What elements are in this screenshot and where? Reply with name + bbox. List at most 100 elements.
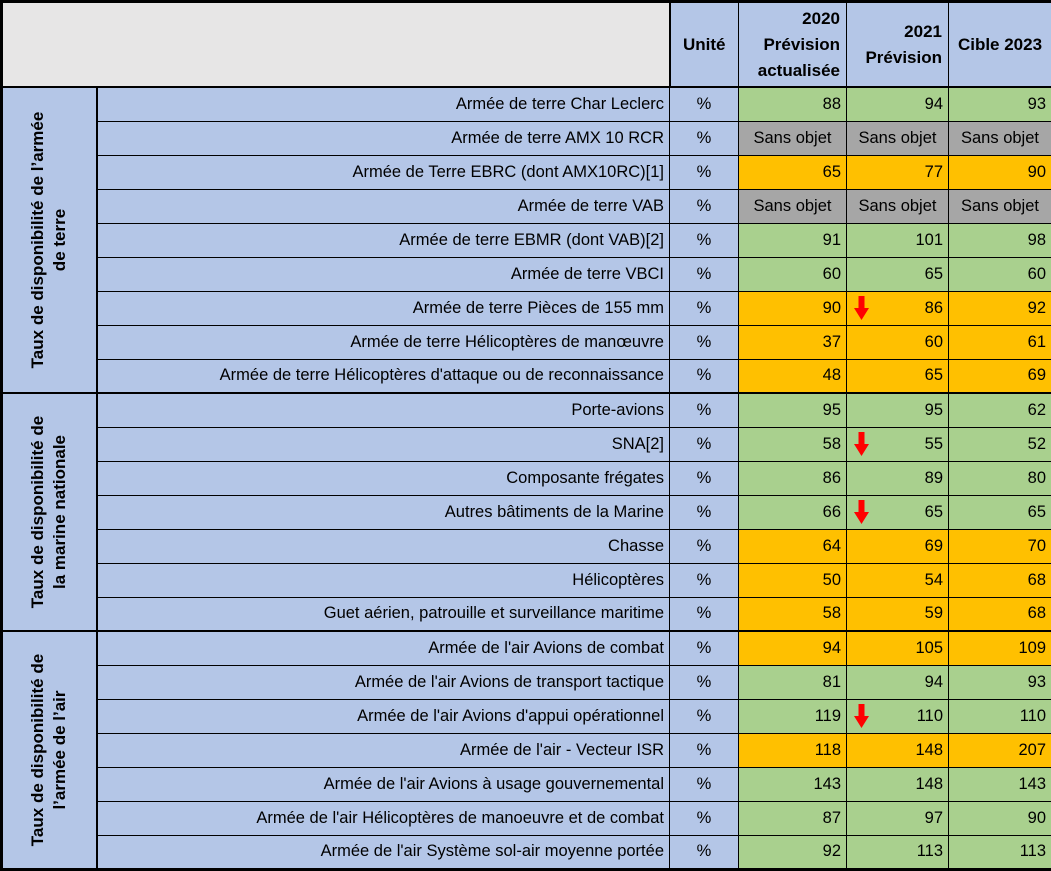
cell-value: 77 [924,162,943,181]
cell-value: 68 [1027,570,1046,589]
cell-value: Sans objet [858,128,937,147]
group-label-1: Taux de disponibilité de l’armée de terre [1,86,98,394]
table-row: Armée de l'air - Vecteur ISR% 118 148 207 [2,732,1051,768]
cell-value: 113 [916,842,943,860]
value-cible-2023: Sans objet [948,120,1051,156]
cell-value: 94 [822,638,841,657]
cell-value: 109 [1018,638,1046,657]
value-2021: 113 [846,834,949,870]
table-row: Armée de terre VBCI% 60 65 60 [2,256,1051,292]
table-row: Autres bâtiments de la Marine% 66 65 65 [2,494,1051,530]
unit-cell: % [669,732,739,768]
unit-cell: % [669,800,739,836]
value-2020: 90 [738,290,847,326]
cell-value: 65 [1027,502,1046,521]
unit-cell: % [669,596,739,632]
col-header-2020-prevision-actualisee: 2020 Prévision actualisée [738,1,847,88]
row-label: Autres bâtiments de la Marine [96,494,670,530]
table-row: SNA[2]% 58 55 52 [2,426,1051,462]
unit-cell: % [669,392,739,428]
row-label: Armée de l'air Avions de transport tacti… [96,664,670,700]
cell-value: 50 [822,570,841,589]
decrease-arrow-icon [854,704,869,728]
table-row: Armée de Terre EBRC (dont AMX10RC)[1]% 65… [2,154,1051,190]
cell-value: 90 [1027,808,1046,827]
cell-value: 70 [1027,536,1046,555]
cell-value: 37 [822,332,841,351]
value-2020: 94 [738,630,847,666]
row-label: Armée de l'air Système sol-air moyenne p… [96,834,670,870]
row-label: SNA[2] [96,426,670,462]
table-row: Guet aérien, patrouille et surveillance … [2,596,1051,632]
header-row: Unité 2020 Prévision actualisée 2021 Pré… [1,1,1051,88]
value-2021: 95 [846,392,949,428]
unit-cell: % [669,562,739,598]
value-2020: 66 [738,494,847,530]
cell-value: 80 [1027,468,1046,487]
cell-value: 66 [822,502,841,521]
value-2021: 105 [846,630,949,666]
cell-value: 64 [822,536,841,555]
group-label-text: Taux de disponibilité de la marine nation… [28,415,70,609]
value-cible-2023: 52 [948,426,1051,462]
cell-value: 90 [1027,162,1046,181]
table-row: Armée de l'air Hélicoptères de manoeuvre… [2,800,1051,836]
value-2020: 86 [738,460,847,496]
col-header-unite: Unité [669,1,739,88]
value-2020: 91 [738,222,847,258]
row-label: Armée de terre Pièces de 155 mm [96,290,670,326]
value-cible-2023: 92 [948,290,1051,326]
value-cible-2023: 60 [948,256,1051,292]
value-cible-2023: 143 [948,766,1051,802]
corner-cell [1,1,671,88]
value-2020: 88 [738,86,847,122]
value-2021: 101 [846,222,949,258]
value-2020: Sans objet [738,188,847,224]
header-line: 2021 [904,21,942,41]
unit-cell: % [669,290,739,326]
value-2020: 118 [738,732,847,768]
decrease-arrow-icon [854,500,869,524]
value-2020: 37 [738,324,847,360]
cell-value: 68 [1027,604,1046,623]
cell-value: 54 [924,570,943,589]
unit-cell: % [669,630,739,666]
value-cible-2023: 68 [948,596,1051,632]
value-cible-2023: 68 [948,562,1051,598]
cell-value: Sans objet [753,196,832,215]
unit-cell: % [669,766,739,802]
cell-value: 59 [924,604,943,623]
value-cible-2023: 109 [948,630,1051,666]
cell-value: 65 [924,502,943,521]
cell-value: 105 [915,638,943,657]
value-cible-2023: 110 [948,698,1051,734]
cell-value: 101 [915,230,943,249]
table-row: Chasse% 64 69 70 [2,528,1051,564]
unit-cell: % [669,460,739,496]
table-row: Taux de disponibilité de l’armée de terre… [1,86,1051,394]
value-cible-2023: 207 [948,732,1051,768]
row-label: Armée de l'air Avions d'appui opérationn… [96,698,670,734]
value-cible-2023: 62 [948,392,1051,428]
value-2021: 148 [846,766,949,802]
value-cible-2023: 90 [948,800,1051,836]
unit-cell: % [669,698,739,734]
value-2020: 58 [738,596,847,632]
unit-cell: % [669,86,739,122]
value-2020: 119 [738,698,847,734]
cell-value: 110 [1019,706,1046,725]
group-label-3: Taux de disponibilité de l’armée de l’air [1,630,98,870]
header-line: 2020 [802,8,840,28]
value-cible-2023: 70 [948,528,1051,564]
value-2021: 69 [846,528,949,564]
value-2021: 65 [846,256,949,292]
row-label: Armée de terre AMX 10 RCR [96,120,670,156]
row-label: Armée de l'air Avions à usage gouverneme… [96,766,670,802]
value-cible-2023: Sans objet [948,188,1051,224]
cell-value: 113 [1019,842,1046,860]
cell-value: 207 [1018,740,1046,759]
cell-value: 88 [822,94,841,113]
row-label: Armée de terre Hélicoptères d'attaque ou… [96,358,670,394]
cell-value: 60 [1027,264,1046,283]
group-label-text: Taux de disponibilité de l’armée de l’air [28,653,70,846]
